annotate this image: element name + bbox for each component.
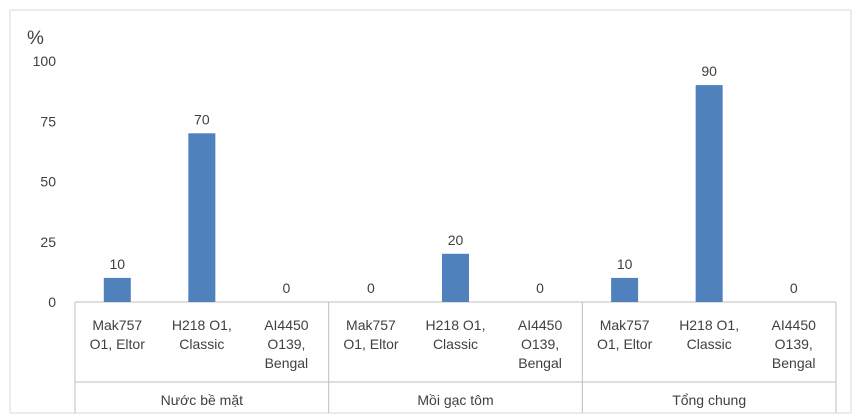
value-label: 10	[617, 256, 633, 272]
value-label: 90	[701, 63, 717, 79]
bar	[611, 277, 639, 302]
value-label: 20	[448, 232, 464, 248]
x-category-label: O1, Eltor	[90, 336, 146, 352]
bar	[188, 133, 216, 302]
x-category-label: Mak757	[600, 317, 650, 333]
value-label: 0	[536, 280, 544, 296]
x-category-label: O139,	[775, 336, 813, 352]
y-tick-label: 25	[40, 234, 56, 250]
y-tick-label: 100	[33, 53, 57, 69]
bar	[695, 85, 723, 302]
x-category-label: H218 O1,	[679, 317, 739, 333]
x-category-label: Classic	[687, 336, 732, 352]
x-category-label: Bengal	[772, 355, 816, 371]
chart-frame	[9, 9, 852, 414]
x-category-label: Mak757	[92, 317, 142, 333]
group-label: Mồi gạc tôm	[417, 392, 493, 408]
y-tick-label: 50	[40, 174, 56, 190]
value-label: 0	[282, 280, 290, 296]
bar	[103, 277, 131, 302]
bars	[103, 85, 723, 302]
bar	[442, 253, 469, 302]
x-category-label: O1, Eltor	[597, 336, 653, 352]
value-label: 0	[367, 280, 375, 296]
value-labels: 10 70 0 0 20 0 10 90 0	[109, 63, 797, 296]
value-label: 10	[109, 256, 125, 272]
x-category-label: Classic	[433, 336, 478, 352]
group-labels: Nước bề mặt Mồi gạc tôm Tổng chung	[161, 392, 746, 408]
x-category-labels: Mak757 O1, Eltor H218 O1, Classic AI4450 O139…	[90, 317, 816, 371]
x-category-label: AI4450	[264, 317, 309, 333]
value-label: 0	[790, 280, 798, 296]
x-category-label: Bengal	[518, 355, 562, 371]
y-tick-label: 75	[40, 113, 56, 129]
x-category-label: Mak757	[346, 317, 396, 333]
y-tick-label: 0	[48, 294, 56, 310]
x-category-label: H218 O1,	[172, 317, 232, 333]
y-tick-labels: 0 25 50 75 100	[33, 53, 57, 310]
x-category-label: AI4450	[518, 317, 563, 333]
x-category-label: O1, Eltor	[343, 336, 399, 352]
y-axis-label: %	[27, 28, 44, 49]
group-label: Tổng chung	[672, 392, 746, 408]
value-label: 70	[194, 111, 210, 127]
x-category-label: Classic	[179, 336, 224, 352]
x-category-label: AI4450	[772, 317, 817, 333]
x-category-label: O139,	[267, 336, 305, 352]
group-label: Nước bề mặt	[161, 392, 243, 408]
x-category-label: O139,	[521, 336, 559, 352]
x-category-label: Bengal	[265, 355, 309, 371]
x-category-label: H218 O1,	[426, 317, 486, 333]
